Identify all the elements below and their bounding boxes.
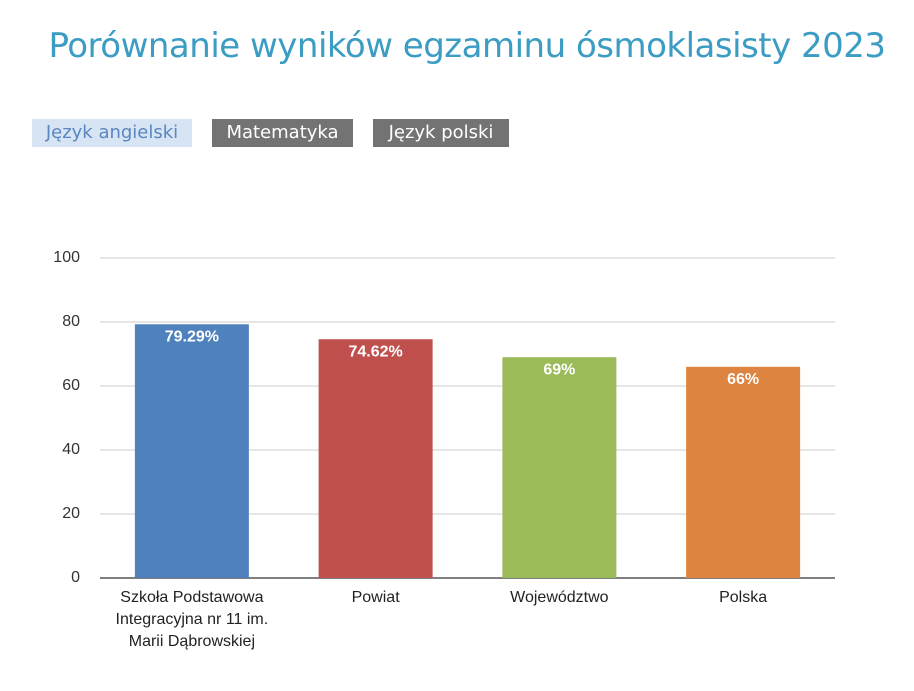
tab[interactable]: Matematyka	[212, 119, 353, 147]
x-tick-label: Szkoła Podstawowa Integracyjna nr 11 im.…	[115, 589, 269, 650]
tab[interactable]: Język polski	[373, 119, 509, 147]
page-title: Porównanie wyników egzaminu ósmoklasisty…	[48, 26, 886, 66]
data-label: 79.29%	[165, 328, 219, 345]
data-label: 74.62%	[348, 343, 402, 360]
x-tick-label: Polska	[719, 589, 768, 606]
bar	[686, 366, 801, 578]
y-tick-label: 40	[62, 441, 80, 458]
bar	[134, 324, 249, 578]
y-tick-label: 60	[62, 377, 80, 394]
y-tick-label: 80	[62, 313, 80, 330]
x-tick-label: Powiat	[351, 589, 400, 606]
data-label: 66%	[727, 371, 759, 388]
bar	[318, 339, 433, 578]
bar	[502, 357, 617, 578]
y-tick-label: 100	[53, 249, 80, 266]
tab[interactable]: Język angielski	[32, 119, 192, 147]
data-label: 69%	[543, 361, 575, 378]
y-tick-label: 20	[62, 505, 80, 522]
y-tick-label: 0	[71, 569, 80, 586]
x-tick-label: Województwo	[510, 589, 609, 606]
